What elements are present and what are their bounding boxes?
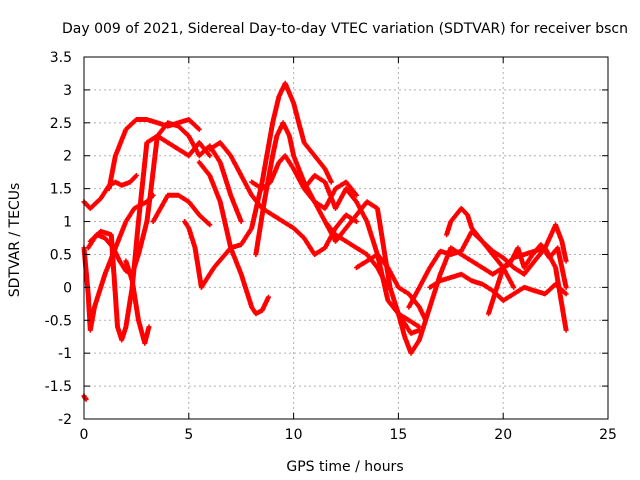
x-tick-label: 20: [494, 427, 512, 443]
series-arc-19: [427, 271, 569, 303]
series-arc-10: [196, 159, 271, 317]
series-arc-6: [106, 117, 202, 192]
y-tick-label: 3: [63, 83, 72, 99]
x-tick-label: 0: [80, 427, 89, 443]
series-arc-8: [150, 192, 213, 228]
y-tick-label: 0.5: [50, 247, 72, 263]
x-tick-label: 15: [389, 427, 407, 443]
y-tick-label: -1.5: [45, 379, 72, 395]
x-tick-label: 5: [184, 427, 193, 443]
y-tick-label: 1: [63, 215, 72, 231]
y-tick-label: 2: [63, 149, 72, 165]
series-arc-11: [207, 140, 359, 257]
x-tick-label: 25: [599, 427, 617, 443]
grid: [84, 57, 608, 419]
y-tick-label: -1: [58, 346, 72, 362]
series-arc-9: [182, 80, 334, 290]
y-axis-title: SDTVAR / TECUs: [7, 183, 23, 298]
series-arc-20: [444, 205, 569, 277]
series-arc-15: [322, 199, 422, 336]
y-tick-label: -2: [58, 412, 72, 428]
chart-title: Day 009 of 2021, Sidereal Day-to-day VTE…: [62, 21, 628, 37]
series-arc-13: [249, 153, 391, 290]
y-tick-label: 0: [63, 280, 72, 296]
x-axis-title: GPS time / hours: [286, 459, 403, 475]
y-tick-label: 2.5: [50, 116, 72, 132]
y-tick-label: 3.5: [50, 50, 72, 66]
x-tick-label: 10: [285, 427, 303, 443]
plot-frame: [83, 56, 609, 420]
series-arc-21: [486, 242, 569, 317]
series-arc-7: [123, 258, 152, 346]
y-tick-label: 1.5: [50, 182, 72, 198]
axes: 0 5 10 15 20 25 -2 -1.5 -1 -0.5 0 0.5 1 1.5 2 2.5 3 3.5: [45, 50, 617, 443]
series-arc-1: [81, 393, 89, 402]
series-arc-17: [395, 245, 569, 356]
y-tick-label: -0.5: [45, 313, 72, 329]
series-arc-16: [353, 252, 429, 323]
